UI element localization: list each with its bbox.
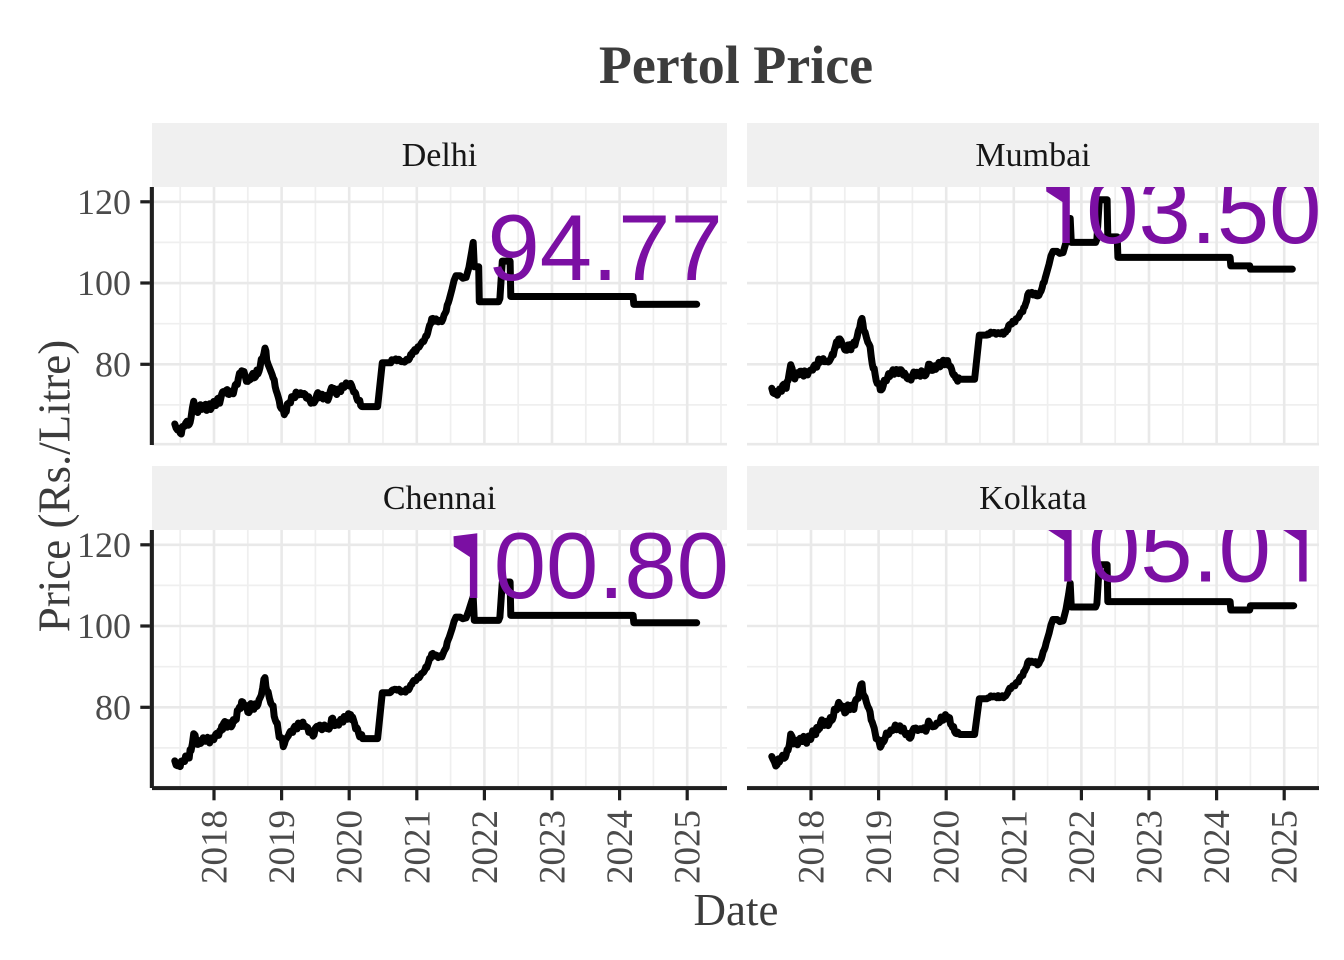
svg-text:2019: 2019 [859,810,900,884]
svg-text:Date: Date [694,885,779,935]
svg-text:2023: 2023 [1130,810,1171,884]
svg-text:2018: 2018 [195,810,236,884]
svg-text:2021: 2021 [397,810,438,884]
svg-text:120: 120 [77,525,131,565]
svg-text:2020: 2020 [927,810,968,884]
svg-text:100: 100 [77,263,131,303]
svg-text:80: 80 [95,687,131,727]
svg-text:2025: 2025 [668,810,709,884]
svg-text:2022: 2022 [1062,810,1103,884]
svg-text:94.77: 94.77 [488,195,723,300]
svg-text:Price (Rs./Litre): Price (Rs./Litre) [30,340,80,632]
svg-text:Mumbai: Mumbai [975,137,1090,174]
svg-text:80: 80 [95,344,131,384]
svg-text:Kolkata: Kolkata [979,480,1087,517]
svg-text:2022: 2022 [465,810,506,884]
svg-text:2019: 2019 [262,810,303,884]
svg-text:2025: 2025 [1265,810,1306,884]
svg-text:03.50: 03.50 [1086,158,1321,263]
svg-text:Chennai: Chennai [383,480,496,517]
svg-text:2023: 2023 [533,810,574,884]
svg-text:2024: 2024 [1197,810,1238,884]
svg-text:120: 120 [77,182,131,222]
svg-text:2018: 2018 [792,810,833,884]
svg-text:100: 100 [77,606,131,646]
svg-text:2021: 2021 [994,810,1035,884]
svg-text:Delhi: Delhi [402,137,478,174]
svg-text:2024: 2024 [600,810,641,884]
svg-text:Pertol Price: Pertol Price [599,35,873,95]
svg-text:05.0: 05.0 [1088,497,1271,602]
svg-text:00.80: 00.80 [494,513,729,618]
svg-text:2020: 2020 [330,810,371,884]
